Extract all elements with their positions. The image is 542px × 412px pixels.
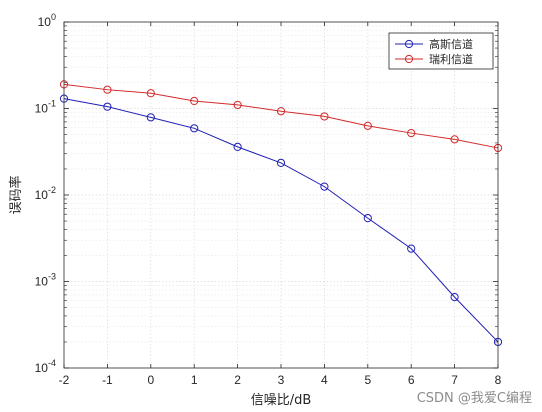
x-tick-label: 0	[147, 373, 154, 387]
x-tick-label: 2	[234, 373, 241, 387]
x-tick-label: 3	[278, 373, 285, 387]
data-point	[363, 214, 372, 223]
x-tick-label: -2	[59, 373, 70, 387]
x-tick-label: 5	[364, 373, 371, 387]
y-axis-label: 误码率	[8, 175, 24, 214]
data-point	[363, 121, 372, 130]
watermark: CSDN @我爱C编程	[417, 391, 532, 406]
data-point	[146, 89, 155, 98]
data-point	[320, 182, 329, 191]
data-point	[320, 112, 329, 121]
legend-box	[388, 32, 494, 70]
series-1	[59, 94, 503, 347]
data-point	[450, 293, 459, 302]
data-point	[276, 158, 286, 168]
series-line	[63, 83, 499, 149]
x-tick-label: 6	[408, 373, 415, 387]
y-tick-label: 10-2	[35, 185, 56, 202]
data-point	[233, 100, 242, 110]
x-tick-label: 7	[451, 373, 458, 387]
x-tick-label: -1	[102, 373, 113, 387]
legend-label: 高斯信道	[429, 37, 473, 51]
y-tick-label: 10-3	[35, 272, 56, 289]
data-point	[233, 142, 242, 151]
data-point	[103, 102, 112, 111]
x-tick-labels: -2 -1 0 1 2 3 4 5 6 7 8	[59, 373, 502, 387]
data-point	[103, 85, 112, 94]
y-tick-label: 10-1	[35, 99, 56, 116]
data-point	[450, 135, 459, 144]
data-point	[190, 96, 199, 106]
legend-label: 瑞利信道	[429, 52, 473, 66]
y-tick-labels: 10-4 10-3 10-2 10-1 100	[35, 12, 56, 375]
legend-marker	[404, 39, 414, 49]
data-point	[407, 128, 416, 138]
series-2	[59, 80, 503, 153]
series-layer	[59, 80, 503, 347]
y-tick-label: 10-4	[35, 358, 56, 375]
y-tick-label: 100	[38, 12, 56, 29]
legend-marker	[404, 54, 414, 64]
axis-ticks	[63, 21, 499, 369]
x-axis-label: 信噪比/dB	[251, 393, 312, 408]
data-point	[190, 124, 199, 133]
series-line	[63, 98, 499, 343]
data-point	[407, 244, 416, 253]
x-tick-label: 4	[321, 373, 328, 387]
x-tick-label: 8	[495, 373, 502, 387]
data-point	[146, 113, 155, 122]
data-point	[276, 107, 286, 116]
x-tick-label: 1	[191, 373, 198, 387]
